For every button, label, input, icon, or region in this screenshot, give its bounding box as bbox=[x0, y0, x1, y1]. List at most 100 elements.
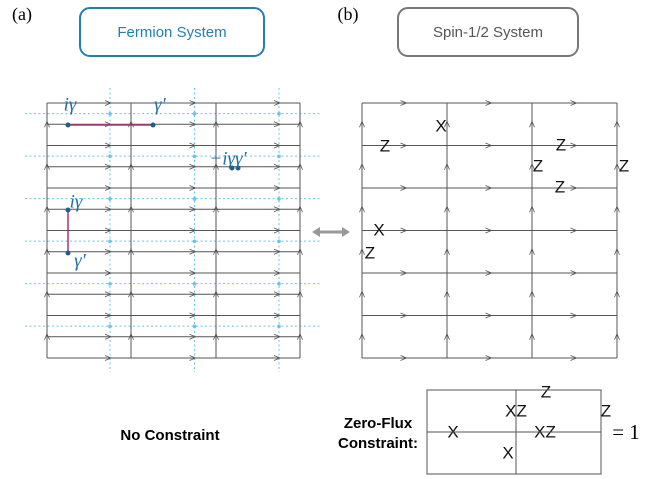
arrow bbox=[359, 332, 365, 340]
panel-title: Fermion System bbox=[117, 24, 226, 41]
title-box bbox=[397, 7, 579, 57]
arrow bbox=[213, 162, 219, 170]
arrow bbox=[104, 227, 113, 234]
arrow bbox=[529, 162, 535, 170]
majorana bbox=[235, 165, 241, 171]
arrow bbox=[570, 312, 578, 319]
arrow bbox=[273, 270, 282, 276]
caption: No Constraint bbox=[120, 427, 219, 444]
arrow bbox=[614, 247, 620, 255]
site bbox=[108, 239, 112, 244]
arrow bbox=[273, 100, 282, 106]
arrow bbox=[297, 120, 303, 128]
arrow bbox=[400, 185, 408, 191]
arrow bbox=[104, 270, 113, 276]
arrow bbox=[273, 121, 282, 128]
arrow bbox=[359, 205, 365, 213]
majorana bbox=[65, 250, 71, 256]
arrow bbox=[44, 332, 50, 340]
spin-label: X bbox=[373, 220, 384, 239]
arrow bbox=[529, 120, 535, 128]
arrow bbox=[189, 142, 197, 149]
arrow bbox=[273, 333, 282, 340]
arrow bbox=[273, 248, 282, 255]
arrow bbox=[44, 162, 50, 170]
arrow bbox=[400, 142, 408, 149]
site bbox=[277, 112, 281, 116]
arrow bbox=[614, 290, 620, 298]
arrow bbox=[273, 312, 282, 319]
title-box bbox=[79, 7, 265, 57]
arrow bbox=[189, 206, 197, 213]
arrow bbox=[400, 227, 408, 234]
arrow bbox=[570, 185, 578, 191]
arrow bbox=[189, 355, 197, 361]
site bbox=[108, 197, 112, 201]
arrow bbox=[529, 332, 535, 340]
site bbox=[108, 324, 112, 329]
site bbox=[277, 282, 281, 286]
arrow bbox=[44, 247, 50, 255]
arrow bbox=[189, 333, 197, 340]
site bbox=[192, 239, 197, 244]
site bbox=[277, 324, 281, 329]
site bbox=[192, 324, 197, 329]
arrow bbox=[444, 162, 450, 170]
arrow bbox=[189, 163, 197, 170]
arrow bbox=[128, 332, 134, 340]
arrow bbox=[273, 163, 282, 170]
arrow bbox=[104, 100, 113, 106]
arrow bbox=[189, 291, 197, 298]
arrow bbox=[44, 120, 50, 128]
arrow bbox=[104, 163, 113, 170]
arrow bbox=[128, 290, 134, 298]
majorana-label: −iγγ′ bbox=[209, 148, 247, 169]
arrow bbox=[570, 270, 578, 276]
arrow bbox=[273, 355, 282, 361]
arrow bbox=[444, 120, 450, 128]
site bbox=[108, 112, 112, 116]
arrow bbox=[359, 290, 365, 298]
arrow bbox=[189, 270, 197, 276]
spin-label: X bbox=[435, 116, 446, 135]
spin-label: Z bbox=[619, 156, 629, 175]
site bbox=[108, 282, 112, 286]
arrow bbox=[104, 248, 113, 255]
arrow bbox=[400, 355, 408, 361]
panel-tag: (a) bbox=[12, 4, 32, 25]
arrow bbox=[359, 162, 365, 170]
arrow bbox=[485, 185, 493, 191]
arrow bbox=[400, 100, 408, 106]
spin-label: Z bbox=[541, 382, 551, 401]
arrow bbox=[485, 312, 493, 319]
arrow bbox=[213, 205, 219, 213]
arrow bbox=[570, 227, 578, 234]
arrow bbox=[44, 290, 50, 298]
arrow bbox=[128, 205, 134, 213]
arrow bbox=[297, 332, 303, 340]
arrow bbox=[529, 247, 535, 255]
arrow bbox=[359, 247, 365, 255]
site bbox=[277, 197, 281, 201]
arrow bbox=[128, 162, 134, 170]
arrow bbox=[273, 206, 282, 213]
arrow bbox=[213, 247, 219, 255]
site bbox=[108, 154, 112, 159]
arrow bbox=[297, 162, 303, 170]
majorana bbox=[65, 122, 71, 128]
site bbox=[192, 282, 197, 286]
site bbox=[192, 154, 197, 159]
arrow bbox=[104, 312, 113, 319]
arrow bbox=[273, 227, 282, 234]
arrow bbox=[104, 142, 113, 149]
arrow bbox=[359, 120, 365, 128]
arrow bbox=[104, 185, 113, 191]
site bbox=[192, 197, 197, 201]
spin-label: Z bbox=[556, 135, 566, 154]
arrow bbox=[273, 142, 282, 149]
arrow bbox=[444, 247, 450, 255]
panel-title: Spin-1/2 System bbox=[433, 24, 543, 41]
arrow bbox=[485, 227, 493, 234]
